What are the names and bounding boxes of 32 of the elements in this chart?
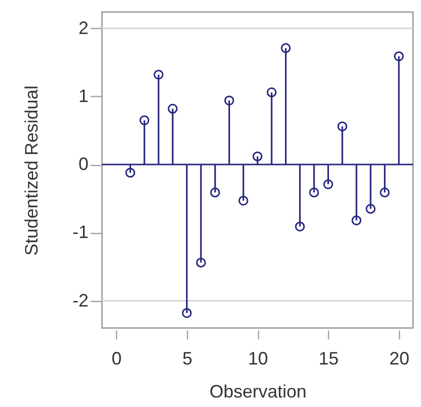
point <box>380 188 390 198</box>
point <box>309 188 319 198</box>
point <box>196 258 206 268</box>
point <box>125 168 136 178</box>
point <box>366 204 376 214</box>
point <box>323 179 334 190</box>
point <box>280 43 291 54</box>
point <box>337 121 348 132</box>
x-tick-label: 10 <box>248 348 268 368</box>
point <box>224 96 234 106</box>
y-tick-label: 2 <box>78 18 88 38</box>
y-tick-label: -1 <box>72 222 88 242</box>
point <box>252 151 262 162</box>
y-tick-label: -2 <box>72 290 88 310</box>
point <box>294 222 305 232</box>
point <box>154 70 164 80</box>
point <box>394 51 404 62</box>
x-tick-label: 20 <box>389 348 410 368</box>
point <box>352 215 362 226</box>
point <box>182 308 192 318</box>
y-tick-label: 0 <box>78 154 88 174</box>
x-tick-label: 5 <box>182 348 192 368</box>
x-axis-title: Observation <box>209 382 307 402</box>
point <box>210 188 220 198</box>
y-axis-title: Studentized Residual <box>22 85 42 256</box>
point <box>238 196 248 206</box>
x-tick-label: 0 <box>112 348 122 368</box>
point <box>168 104 178 114</box>
point <box>266 87 277 98</box>
x-tick-label: 15 <box>318 348 339 368</box>
point <box>139 115 150 126</box>
y-tick-label: 1 <box>78 86 88 106</box>
